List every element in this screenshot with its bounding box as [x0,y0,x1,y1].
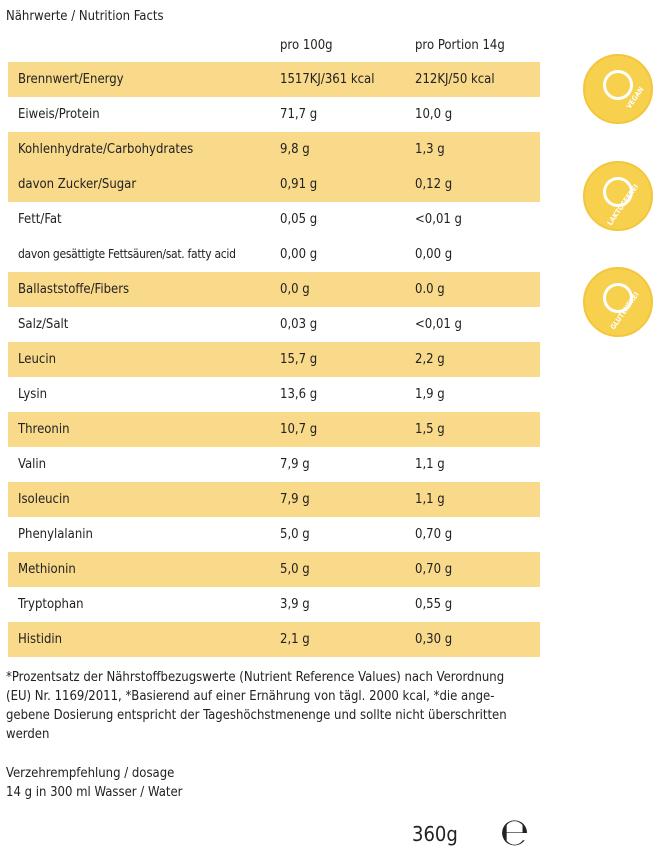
table-row: Eiweis/Protein 71,7 g 10,0 g [8,97,540,132]
table-cell: 1,5 g [415,422,445,437]
table-cell: Salz/Salt [18,317,69,332]
table-row: Fett/Fat 0,05 g <0,01 g [8,202,540,237]
table-cell: 5,0 g [280,562,310,577]
nutrition-table: Brennwert/Energy 1517KJ/361 kcal 212KJ/50 … [8,62,540,657]
table-row: Leucin 15,7 g 2,2 g [8,342,540,377]
table-row: Ballaststoffe/Fibers 0,0 g 0.0 g [8,272,540,307]
table-cell: 13,6 g [280,387,318,402]
table-cell: 7,9 g [280,492,310,507]
dosage: Verzehrempfehlung / dosage 14 g in 300 m… [6,764,182,802]
table-row: Tryptophan 3,9 g 0,55 g [8,587,540,622]
footnote-line: *Prozentsatz der Nährstoffbezugswerte (N… [6,670,505,685]
table-cell: Threonin [18,422,70,437]
title: Nährwerte / Nutrition Facts [6,9,164,24]
table-cell: 0,30 g [415,632,453,647]
table-cell: 9,8 g [280,142,310,157]
table-cell: Valin [18,457,47,472]
table-cell: 0,05 g [280,212,318,227]
table-row: davon gesättigte Fettsäuren/sat. fatty a… [8,237,540,272]
dosage-line: 14 g in 300 ml Wasser / Water [6,785,183,800]
net-weight: 360g [412,822,458,846]
table-cell: Brennwert/Energy [18,72,124,87]
footnote-line: werden [6,727,50,742]
table-row: Lysin 13,6 g 1,9 g [8,377,540,412]
table-cell: 1517KJ/361 kcal [280,72,375,87]
table-cell: Tryptophan [18,597,84,612]
badge: LAKTOSEFREI [583,161,653,231]
table-cell: 15,7 g [280,352,318,367]
table-cell: 212KJ/50 kcal [415,72,495,87]
table-row: Brennwert/Energy 1517KJ/361 kcal 212KJ/50 … [8,62,540,97]
table-row: Phenylalanin 5,0 g 0,70 g [8,517,540,552]
table-cell: Eiweis/Protein [18,107,100,122]
footnote: *Prozentsatz der Nährstoffbezugswerte (N… [6,668,507,744]
estimated-sign: ℮ [500,810,530,854]
column-header: pro 100g [280,38,333,53]
table-row: Threonin 10,7 g 1,5 g [8,412,540,447]
table-cell: 0,12 g [415,177,453,192]
table-cell: 7,9 g [280,457,310,472]
footnote-line: gebene Dosierung entspricht der Tageshöc… [6,708,507,723]
table-cell: 0,0 g [280,282,310,297]
table-cell: 5,0 g [280,527,310,542]
table-cell: 71,7 g [280,107,318,122]
table-cell: 2,1 g [280,632,310,647]
table-cell: 1,9 g [415,387,445,402]
table-cell: <0,01 g [415,212,462,227]
table-cell: Leucin [18,352,56,367]
table-cell: Ballaststoffe/Fibers [18,282,130,297]
table-cell: 10,7 g [280,422,318,437]
table-cell: 0,91 g [280,177,318,192]
column-header: pro Portion 14g [415,38,505,53]
table-cell: Isoleucin [18,492,70,507]
table-cell: 10,0 g [415,107,453,122]
table-cell: 0,03 g [280,317,318,332]
table-cell: Methionin [18,562,76,577]
table-row: Methionin 5,0 g 0,70 g [8,552,540,587]
badge: GLUTENFREI [583,267,653,337]
table-cell: 0,55 g [415,597,453,612]
table-cell: 0,70 g [415,562,453,577]
dosage-line: Verzehrempfehlung / dosage [6,766,175,781]
footnote-line: (EU) Nr. 1169/2011, *Basierend auf einer… [6,689,495,704]
table-row: Histidin 2,1 g 0,30 g [8,622,540,657]
table-cell: Phenylalanin [18,527,93,542]
table-row: davon Zucker/Sugar 0,91 g 0,12 g [8,167,540,202]
table-cell: 2,2 g [415,352,445,367]
table-cell: 0.0 g [415,282,445,297]
table-cell: 1,1 g [415,492,445,507]
table-cell: davon gesättigte Fettsäuren/sat. fatty a… [18,247,236,261]
table-cell: Lysin [18,387,47,402]
table-cell: 0,00 g [280,247,318,262]
table-row: Valin 7,9 g 1,1 g [8,447,540,482]
table-cell: Fett/Fat [18,212,62,227]
table-cell: 3,9 g [280,597,310,612]
table-cell: 0,70 g [415,527,453,542]
table-cell: Kohlenhydrate/Carbohydrates [18,142,194,157]
table-cell: <0,01 g [415,317,462,332]
table-row: Kohlenhydrate/Carbohydrates 9,8 g 1,3 g [8,132,540,167]
table-row: Isoleucin 7,9 g 1,1 g [8,482,540,517]
badge: VEGAN [583,54,653,124]
table-cell: Histidin [18,632,63,647]
table-cell: 1,1 g [415,457,445,472]
table-cell: davon Zucker/Sugar [18,177,137,192]
table-cell: 1,3 g [415,142,445,157]
table-row: Salz/Salt 0,03 g <0,01 g [8,307,540,342]
table-cell: 0,00 g [415,247,453,262]
